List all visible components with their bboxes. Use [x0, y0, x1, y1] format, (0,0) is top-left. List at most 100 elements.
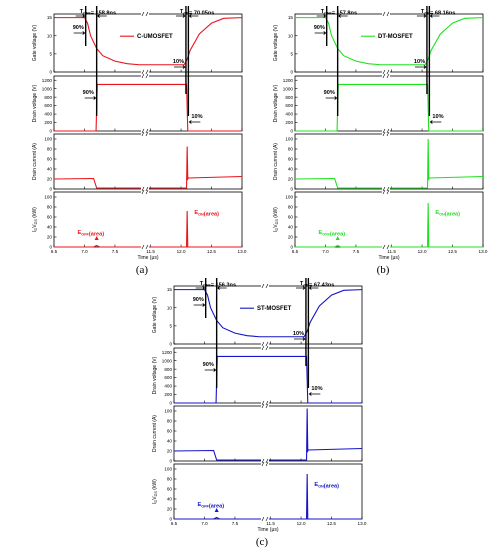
axis-break-mask: [140, 191, 149, 194]
series-line: [174, 289, 363, 338]
y-tick-label: 40: [47, 225, 53, 230]
toff-arrow-right: [96, 14, 107, 18]
axis-break-mask: [381, 133, 390, 136]
axis-break-mark: [145, 189, 149, 195]
axis-break-mark: [261, 341, 265, 347]
axis-break-mark: [386, 69, 390, 75]
eoff-value: (area): [330, 232, 345, 238]
y-tick-label: 60: [47, 157, 53, 162]
axis-break-mark: [382, 128, 386, 134]
pct-90-gate-arrow: [73, 31, 86, 35]
iv-label-unit: (kW): [32, 207, 38, 219]
axis-break-mark: [141, 186, 145, 192]
x-tick-label: 12.0: [418, 249, 427, 254]
axis-break-mask: [260, 401, 269, 404]
ton-arrow-left: [295, 286, 306, 290]
y-tick-label: 600: [285, 103, 293, 108]
axis-break-mask: [260, 285, 269, 288]
axis-break-mark: [261, 461, 265, 467]
eoff-area-marker: [335, 236, 340, 240]
y-tick-label: 40: [288, 167, 294, 172]
y-axis-label: Drain voltage (V): [152, 356, 158, 394]
pct-10-gate: 10%: [414, 59, 425, 65]
y-tick-label: 0: [169, 459, 172, 464]
iv-label-i: I: [32, 230, 38, 231]
series-line: [54, 83, 242, 132]
toff-value: = 157.8ns: [332, 11, 357, 17]
axis-break-mask: [260, 342, 269, 345]
axis-break-mark: [265, 458, 269, 464]
axis-break-mask: [381, 75, 390, 78]
x-axis-label: Time (μs): [378, 255, 399, 261]
axis-break-mask: [260, 405, 269, 408]
eon-main: E: [314, 482, 318, 488]
eoff-main: E: [319, 230, 323, 236]
eoff-sub: OFF: [81, 233, 89, 237]
subplot-0: 0 5 10 15 Gate voltage (V): [273, 11, 484, 75]
axis-break-mark: [141, 131, 145, 137]
y-tick-label: 0: [49, 187, 52, 192]
eon-sub: ON: [198, 213, 204, 217]
legend-label: DT-MOSFET: [378, 34, 413, 40]
panel-label: (a): [136, 264, 149, 276]
pct-90-drain: 90%: [203, 362, 214, 368]
ton-value: = 67.43ns: [309, 283, 334, 289]
axis-break-mark: [382, 11, 386, 17]
y-tick-label: 100: [285, 195, 293, 200]
axis-break-mark: [382, 244, 386, 250]
y-tick-label: 80: [167, 419, 173, 424]
axis-break-mark: [386, 189, 390, 195]
axis-break-mark: [141, 11, 145, 17]
x-tick-label: 11.5: [387, 249, 396, 254]
ton-sub: ON: [303, 284, 309, 288]
pct-90-drain: 90%: [83, 90, 94, 96]
y-tick-label: 0: [49, 245, 52, 250]
x-tick-label: 12.5: [327, 521, 336, 526]
x-tick-label: 12.5: [448, 249, 457, 254]
y-tick-label: 40: [47, 167, 53, 172]
axis-break-mark: [145, 69, 149, 75]
eon-main: E: [435, 210, 439, 216]
x-tick-label: 7.0: [322, 249, 329, 254]
ton-main: T: [300, 281, 304, 287]
toff-arrow-left: [75, 14, 86, 18]
y-tick-label: 800: [164, 367, 172, 372]
eoff-label: EOFF(area): [78, 230, 105, 238]
y-axis-label: Drain current (A): [32, 143, 38, 180]
toff-value: = 156.3ns: [211, 283, 236, 289]
y-axis-label: IDVDS (kW): [273, 207, 279, 232]
x-tick-label: 6.5: [171, 521, 178, 526]
pct-10-gate: 10%: [173, 59, 184, 65]
y-tick-label: 10: [47, 33, 53, 38]
x-tick-label: 11.5: [146, 249, 155, 254]
pct-10-drain-arrow: [188, 120, 201, 124]
pct-10-gate-arrow: [293, 337, 306, 341]
y-tick-label: 0: [290, 70, 293, 75]
axis-break-mark: [145, 11, 149, 17]
axis-break-mark: [141, 128, 145, 134]
y-tick-label: 100: [44, 195, 52, 200]
y-tick-label: 400: [285, 112, 293, 117]
pct-90-gate-arrow: [314, 31, 327, 35]
ton-label: TON= 70.05ns: [180, 9, 214, 17]
iv-label-sub2: DS: [34, 219, 38, 225]
iv-label-unit: (kW): [273, 207, 279, 219]
toff-value: = 158.8ns: [91, 11, 116, 17]
eon-value: (area): [324, 484, 339, 490]
toff-arrow-left: [195, 286, 206, 290]
x-tick-label: 7.5: [112, 249, 119, 254]
x-tick-label: 12.0: [297, 521, 306, 526]
y-tick-label: 100: [164, 409, 172, 414]
axis-break-mask: [140, 70, 149, 73]
axis-break-mask: [140, 13, 149, 16]
y-tick-label: 40: [288, 225, 294, 230]
axis-break-mark: [386, 131, 390, 137]
subplot-frame: [173, 347, 363, 404]
y-tick-label: 400: [44, 112, 52, 117]
eoff-label: EOFF(area): [198, 502, 225, 510]
axis-break-mark: [382, 73, 386, 79]
axis-break-mark: [386, 186, 390, 192]
axis-break-mask: [260, 459, 269, 462]
y-tick-label: 15: [47, 15, 53, 20]
